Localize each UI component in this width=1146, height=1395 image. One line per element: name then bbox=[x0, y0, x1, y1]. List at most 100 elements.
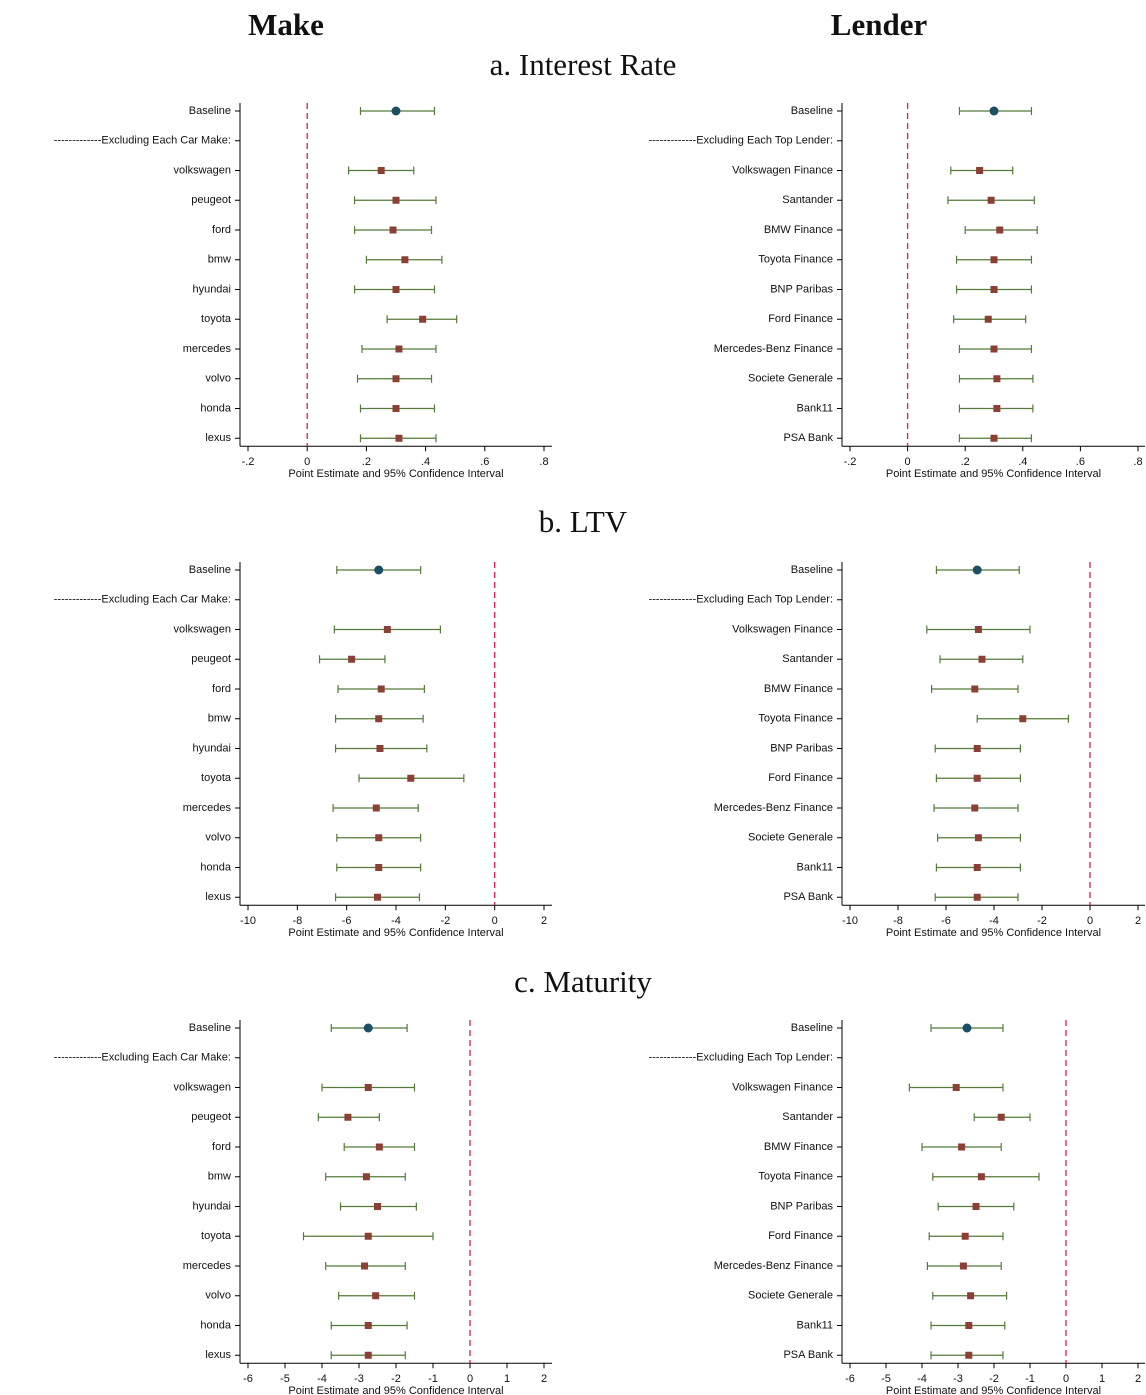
x-tick-label: -4 bbox=[917, 1373, 927, 1385]
x-tick-label: .6 bbox=[1076, 456, 1085, 468]
point-estimate bbox=[973, 893, 981, 901]
point-estimate bbox=[990, 434, 998, 442]
y-tick-label: BNP Paribas bbox=[770, 742, 833, 754]
point-estimate bbox=[392, 196, 400, 204]
y-tick-label: bmw bbox=[208, 1171, 231, 1183]
y-tick-label: Baseline bbox=[791, 105, 833, 117]
point-estimate bbox=[363, 1023, 373, 1033]
y-tick-label: Baseline bbox=[189, 1022, 231, 1034]
point-estimate bbox=[972, 1203, 980, 1210]
y-tick-label: honda bbox=[200, 861, 231, 873]
y-tick-label: Toyota Finance bbox=[758, 713, 833, 725]
x-tick-label: -2 bbox=[1037, 915, 1047, 927]
point-estimate bbox=[344, 1113, 352, 1121]
point-estimate bbox=[973, 774, 981, 782]
x-tick-label: -6 bbox=[845, 1373, 855, 1385]
point-estimate bbox=[973, 864, 981, 871]
point-estimate bbox=[971, 685, 979, 693]
x-tick-label: 2 bbox=[541, 1373, 547, 1385]
x-tick-label: -6 bbox=[342, 915, 352, 927]
y-tick-label: Ford Finance bbox=[768, 1230, 833, 1242]
x-tick-label: .4 bbox=[421, 456, 430, 468]
y-tick-label: hyundai bbox=[192, 742, 231, 754]
point-estimate bbox=[984, 315, 992, 323]
point-estimate bbox=[972, 565, 982, 575]
y-tick-label: hyundai bbox=[192, 1200, 231, 1212]
point-estimate bbox=[364, 1084, 372, 1091]
x-tick-label: -10 bbox=[240, 915, 256, 927]
point-estimate bbox=[974, 626, 982, 633]
y-tick-label: Baseline bbox=[189, 105, 231, 117]
x-tick-label: 0 bbox=[905, 456, 911, 468]
x-tick-label: -3 bbox=[953, 1373, 963, 1385]
point-estimate bbox=[375, 834, 383, 842]
x-tick-label: .8 bbox=[539, 456, 548, 468]
column-title: Make bbox=[248, 7, 324, 42]
x-tick-label: .8 bbox=[1133, 456, 1142, 468]
point-estimate bbox=[962, 1023, 972, 1033]
y-tick-label: Toyota Finance bbox=[758, 254, 833, 266]
y-tick-label: toyota bbox=[201, 772, 232, 784]
point-estimate bbox=[383, 626, 391, 633]
point-estimate bbox=[958, 1143, 966, 1151]
x-tick-label: 0 bbox=[492, 915, 498, 927]
y-tick-label: lexus bbox=[205, 432, 231, 444]
point-estimate bbox=[377, 167, 385, 174]
y-tick-label: Santander bbox=[782, 653, 833, 665]
y-tick-label: Societe Generale bbox=[748, 1290, 833, 1302]
x-tick-label: -1 bbox=[428, 1373, 438, 1385]
y-tick-label: Societe Generale bbox=[748, 832, 833, 844]
x-axis-label: Point Estimate and 95% Confidence Interv… bbox=[886, 468, 1101, 480]
y-tick-label: Santander bbox=[782, 1111, 833, 1123]
y-tick-label: peugeot bbox=[191, 194, 231, 206]
y-tick-label: Volkswagen Finance bbox=[732, 1081, 833, 1093]
x-tick-label: .4 bbox=[1018, 456, 1027, 468]
y-tick-label: ford bbox=[212, 683, 231, 695]
y-tick-label: Societe Generale bbox=[748, 373, 833, 385]
y-tick-label: PSA Bank bbox=[783, 1349, 833, 1361]
y-tick-label: Mercedes-Benz Finance bbox=[714, 1260, 833, 1272]
y-tick-label: volkswagen bbox=[174, 1081, 231, 1093]
x-tick-label: 0 bbox=[1063, 1373, 1069, 1385]
point-estimate bbox=[375, 715, 383, 723]
y-tick-label: -------------Excluding Each Top Lender: bbox=[649, 135, 833, 147]
y-tick-label: Mercedes-Benz Finance bbox=[714, 343, 833, 355]
row-title: b. LTV bbox=[539, 504, 628, 539]
y-tick-label: BNP Paribas bbox=[770, 283, 833, 295]
y-tick-label: Baseline bbox=[791, 564, 833, 576]
y-tick-label: Toyota Finance bbox=[758, 1171, 833, 1183]
x-tick-label: -8 bbox=[893, 915, 903, 927]
x-tick-label: -6 bbox=[243, 1373, 253, 1385]
point-estimate bbox=[961, 1232, 969, 1240]
x-tick-label: -8 bbox=[292, 915, 302, 927]
point-estimate bbox=[375, 1143, 383, 1151]
point-estimate bbox=[959, 1262, 967, 1270]
y-tick-label: Baseline bbox=[791, 1022, 833, 1034]
point-estimate bbox=[364, 1351, 372, 1359]
x-tick-label: -.2 bbox=[844, 456, 857, 468]
x-axis-label: Point Estimate and 95% Confidence Interv… bbox=[886, 927, 1101, 939]
point-estimate bbox=[392, 286, 400, 293]
point-estimate bbox=[971, 804, 979, 812]
y-tick-label: -------------Excluding Each Car Make: bbox=[54, 1052, 231, 1064]
column-title: Lender bbox=[831, 7, 928, 42]
y-tick-label: Volkswagen Finance bbox=[732, 164, 833, 176]
x-tick-label: -4 bbox=[989, 915, 999, 927]
x-tick-label: .6 bbox=[480, 456, 489, 468]
point-estimate bbox=[401, 256, 409, 264]
y-tick-label: honda bbox=[200, 402, 231, 414]
y-tick-label: volkswagen bbox=[174, 164, 231, 176]
point-estimate bbox=[987, 196, 995, 204]
y-tick-label: honda bbox=[200, 1319, 231, 1331]
point-estimate bbox=[395, 345, 403, 353]
y-tick-label: ford bbox=[212, 1141, 231, 1153]
y-tick-label: BMW Finance bbox=[764, 1141, 833, 1153]
point-estimate bbox=[375, 864, 383, 871]
point-estimate bbox=[990, 345, 998, 353]
point-estimate bbox=[993, 375, 1001, 383]
y-tick-label: BMW Finance bbox=[764, 224, 833, 236]
x-tick-label: -2 bbox=[989, 1373, 999, 1385]
y-tick-label: mercedes bbox=[183, 1260, 232, 1272]
y-tick-label: toyota bbox=[201, 1230, 232, 1242]
